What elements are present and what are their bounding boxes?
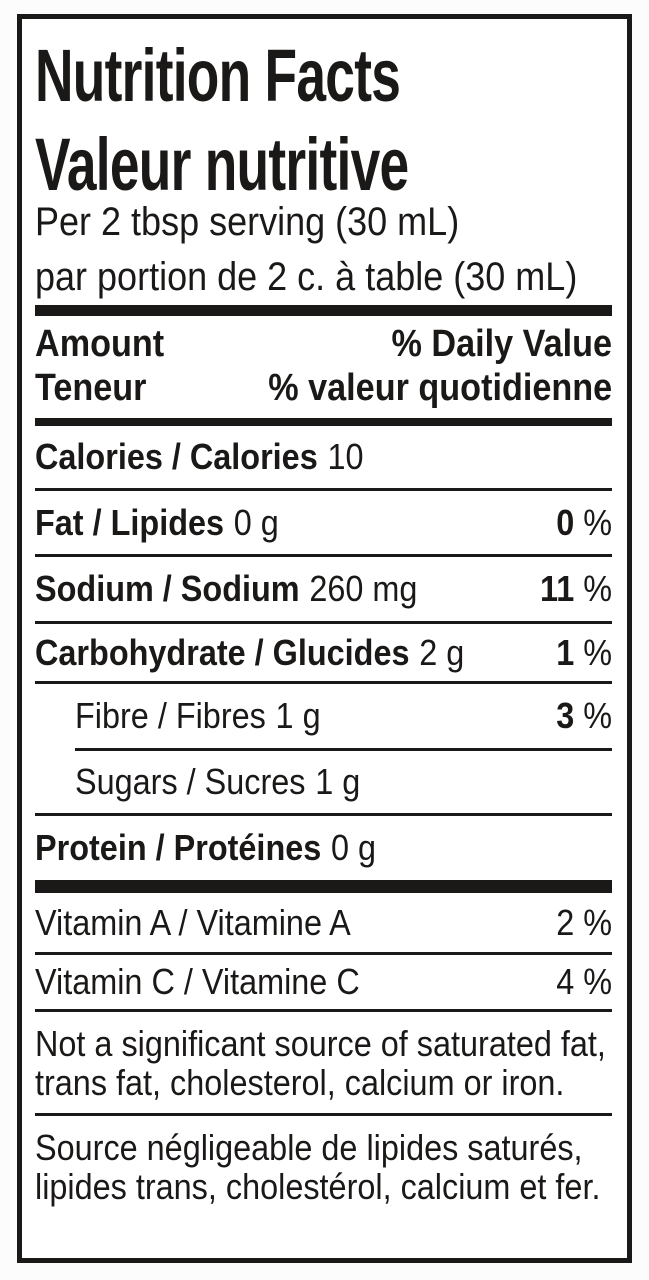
footnote-fr: Source négligeable de lipides saturés, l…: [35, 1116, 612, 1206]
footnote-en-line2: trans fat, cholesterol, calcium or iron.: [35, 1063, 612, 1102]
serving-size-fr-text: par portion de 2 c. à table (30 mL): [35, 255, 578, 299]
divider: [35, 813, 612, 816]
sugars-amount: 1 g: [315, 761, 361, 802]
sodium-text: Sodium / Sodium 260 mg: [35, 568, 417, 610]
carbohydrate-row: Carbohydrate / Glucides 2 g 1%: [35, 624, 612, 681]
fibre-dv: 3%: [556, 695, 612, 737]
thick-divider-protein: [35, 880, 612, 893]
footnote-en: Not a significant source of saturated fa…: [35, 1012, 612, 1113]
vitamin-c-row: Vitamin C / Vitamine C 4%: [35, 955, 612, 1009]
carbohydrate-text: Carbohydrate / Glucides 2 g: [35, 632, 464, 674]
sodium-name: Sodium / Sodium: [35, 568, 300, 609]
column-header: Amount % Daily Value Teneur % valeur quo…: [35, 322, 612, 410]
vitamin-c-dv: 4%: [556, 961, 612, 1003]
vitamin-a-dv: 2%: [556, 902, 612, 944]
sugars-row: Sugars / Sucres 1 g: [35, 751, 612, 813]
fat-amount: 0 g: [233, 501, 279, 543]
divider: [35, 621, 612, 624]
vitamin-a-dv-unit: %: [583, 901, 612, 943]
protein-row: Protein / Protéines 0 g: [35, 816, 612, 880]
protein-text: Protein / Protéines 0 g: [35, 827, 376, 869]
sodium-row: Sodium / Sodium 260 mg 11%: [35, 557, 612, 621]
divider: [35, 681, 612, 684]
calories-row: Calories / Calories 10: [35, 426, 612, 488]
footnote-fr-line2-text: lipides trans, cholestérol, calcium et f…: [35, 1166, 601, 1207]
sodium-dv: 11%: [540, 568, 612, 610]
sugars-text: Sugars / Sucres 1 g: [75, 761, 360, 803]
nutrition-facts-label: Nutrition Facts Valeur nutritive Per 2 t…: [17, 14, 632, 1263]
divider: [35, 1113, 612, 1116]
serving-size-fr: par portion de 2 c. à table (30 mL): [35, 250, 612, 305]
fibre-amount: 1 g: [275, 695, 321, 736]
carbohydrate-dv-value: 1: [556, 631, 575, 673]
daily-value-header-fr: % valeur quotidienne: [268, 367, 612, 409]
fibre-dv-value: 3: [556, 695, 575, 736]
footnote-en-line1: Not a significant source of saturated fa…: [35, 1024, 612, 1063]
fat-row: Fat / Lipides 0 g 0%: [35, 491, 612, 554]
serving-block: Per 2 tbsp serving (30 mL) par portion d…: [35, 195, 612, 305]
fibre-text: Fibre / Fibres 1 g: [75, 695, 321, 737]
fibre-name: Fibre / Fibres: [75, 695, 266, 736]
thick-divider-top: [35, 305, 612, 316]
sodium-dv-unit: %: [583, 568, 612, 609]
vitamin-a-row: Vitamin A / Vitamine A 2%: [35, 893, 612, 952]
divider: [35, 554, 612, 557]
fat-text: Fat / Lipides 0 g: [35, 502, 279, 544]
carbohydrate-dv-unit: %: [583, 631, 612, 673]
vitamin-c-dv-unit: %: [583, 961, 612, 1002]
vitamin-a-name: Vitamin A / Vitamine A: [35, 901, 351, 943]
title-fr-text: Valeur nutritive: [35, 123, 409, 206]
fat-dv: 0%: [556, 502, 612, 544]
divider-indented: [75, 748, 612, 751]
protein-amount: 0 g: [330, 827, 377, 868]
column-header-fr: Teneur % valeur quotidienne: [35, 366, 612, 410]
fat-name: Fat / Lipides: [35, 501, 225, 543]
vitamin-c-dv-value: 4: [556, 961, 575, 1002]
carbohydrate-dv: 1%: [556, 632, 612, 674]
title-en: Nutrition Facts: [35, 31, 612, 120]
amount-header-fr: Teneur: [35, 367, 147, 409]
sodium-dv-value: 11: [539, 568, 575, 609]
fibre-row: Fibre / Fibres 1 g 3%: [35, 684, 612, 748]
sugars-name: Sugars / Sucres: [75, 761, 306, 802]
calories-name: Calories / Calories: [35, 436, 318, 477]
protein-name: Protein / Protéines: [35, 827, 322, 868]
fibre-dv-unit: %: [583, 695, 612, 736]
vitamin-c-name: Vitamin C / Vitamine C: [35, 961, 360, 1002]
medium-divider-header: [35, 418, 612, 426]
fat-dv-value: 0: [556, 501, 575, 543]
footnote-en-line1-text: Not a significant source of saturated fa…: [35, 1023, 606, 1064]
footnote-en-line2-text: trans fat, cholesterol, calcium or iron.: [35, 1062, 565, 1103]
label-content: Nutrition Facts Valeur nutritive Per 2 t…: [22, 31, 627, 1206]
calories-value: 10: [327, 436, 364, 477]
column-header-en: Amount % Daily Value: [35, 322, 612, 366]
title-fr: Valeur nutritive: [35, 120, 612, 209]
serving-size-en-text: Per 2 tbsp serving (30 mL): [35, 200, 460, 244]
carbohydrate-name: Carbohydrate / Glucides: [35, 631, 410, 673]
vitamin-a-dv-value: 2: [556, 901, 575, 943]
sodium-amount: 260 mg: [309, 568, 418, 609]
calories-text: Calories / Calories 10: [35, 436, 363, 478]
divider: [35, 952, 612, 955]
footnote-fr-line1-text: Source négligeable de lipides saturés,: [35, 1127, 583, 1168]
divider: [35, 488, 612, 491]
carbohydrate-amount: 2 g: [419, 631, 465, 673]
fat-dv-unit: %: [583, 501, 612, 543]
title-block: Nutrition Facts Valeur nutritive: [35, 31, 612, 209]
footnote-fr-line1: Source négligeable de lipides saturés,: [35, 1128, 612, 1167]
footnote-fr-line2: lipides trans, cholestérol, calcium et f…: [35, 1167, 612, 1206]
daily-value-header-en: % Daily Value: [391, 323, 612, 365]
divider: [35, 1009, 612, 1012]
title-en-text: Nutrition Facts: [35, 34, 401, 117]
amount-header-en: Amount: [35, 323, 165, 365]
serving-size-en: Per 2 tbsp serving (30 mL): [35, 195, 612, 250]
